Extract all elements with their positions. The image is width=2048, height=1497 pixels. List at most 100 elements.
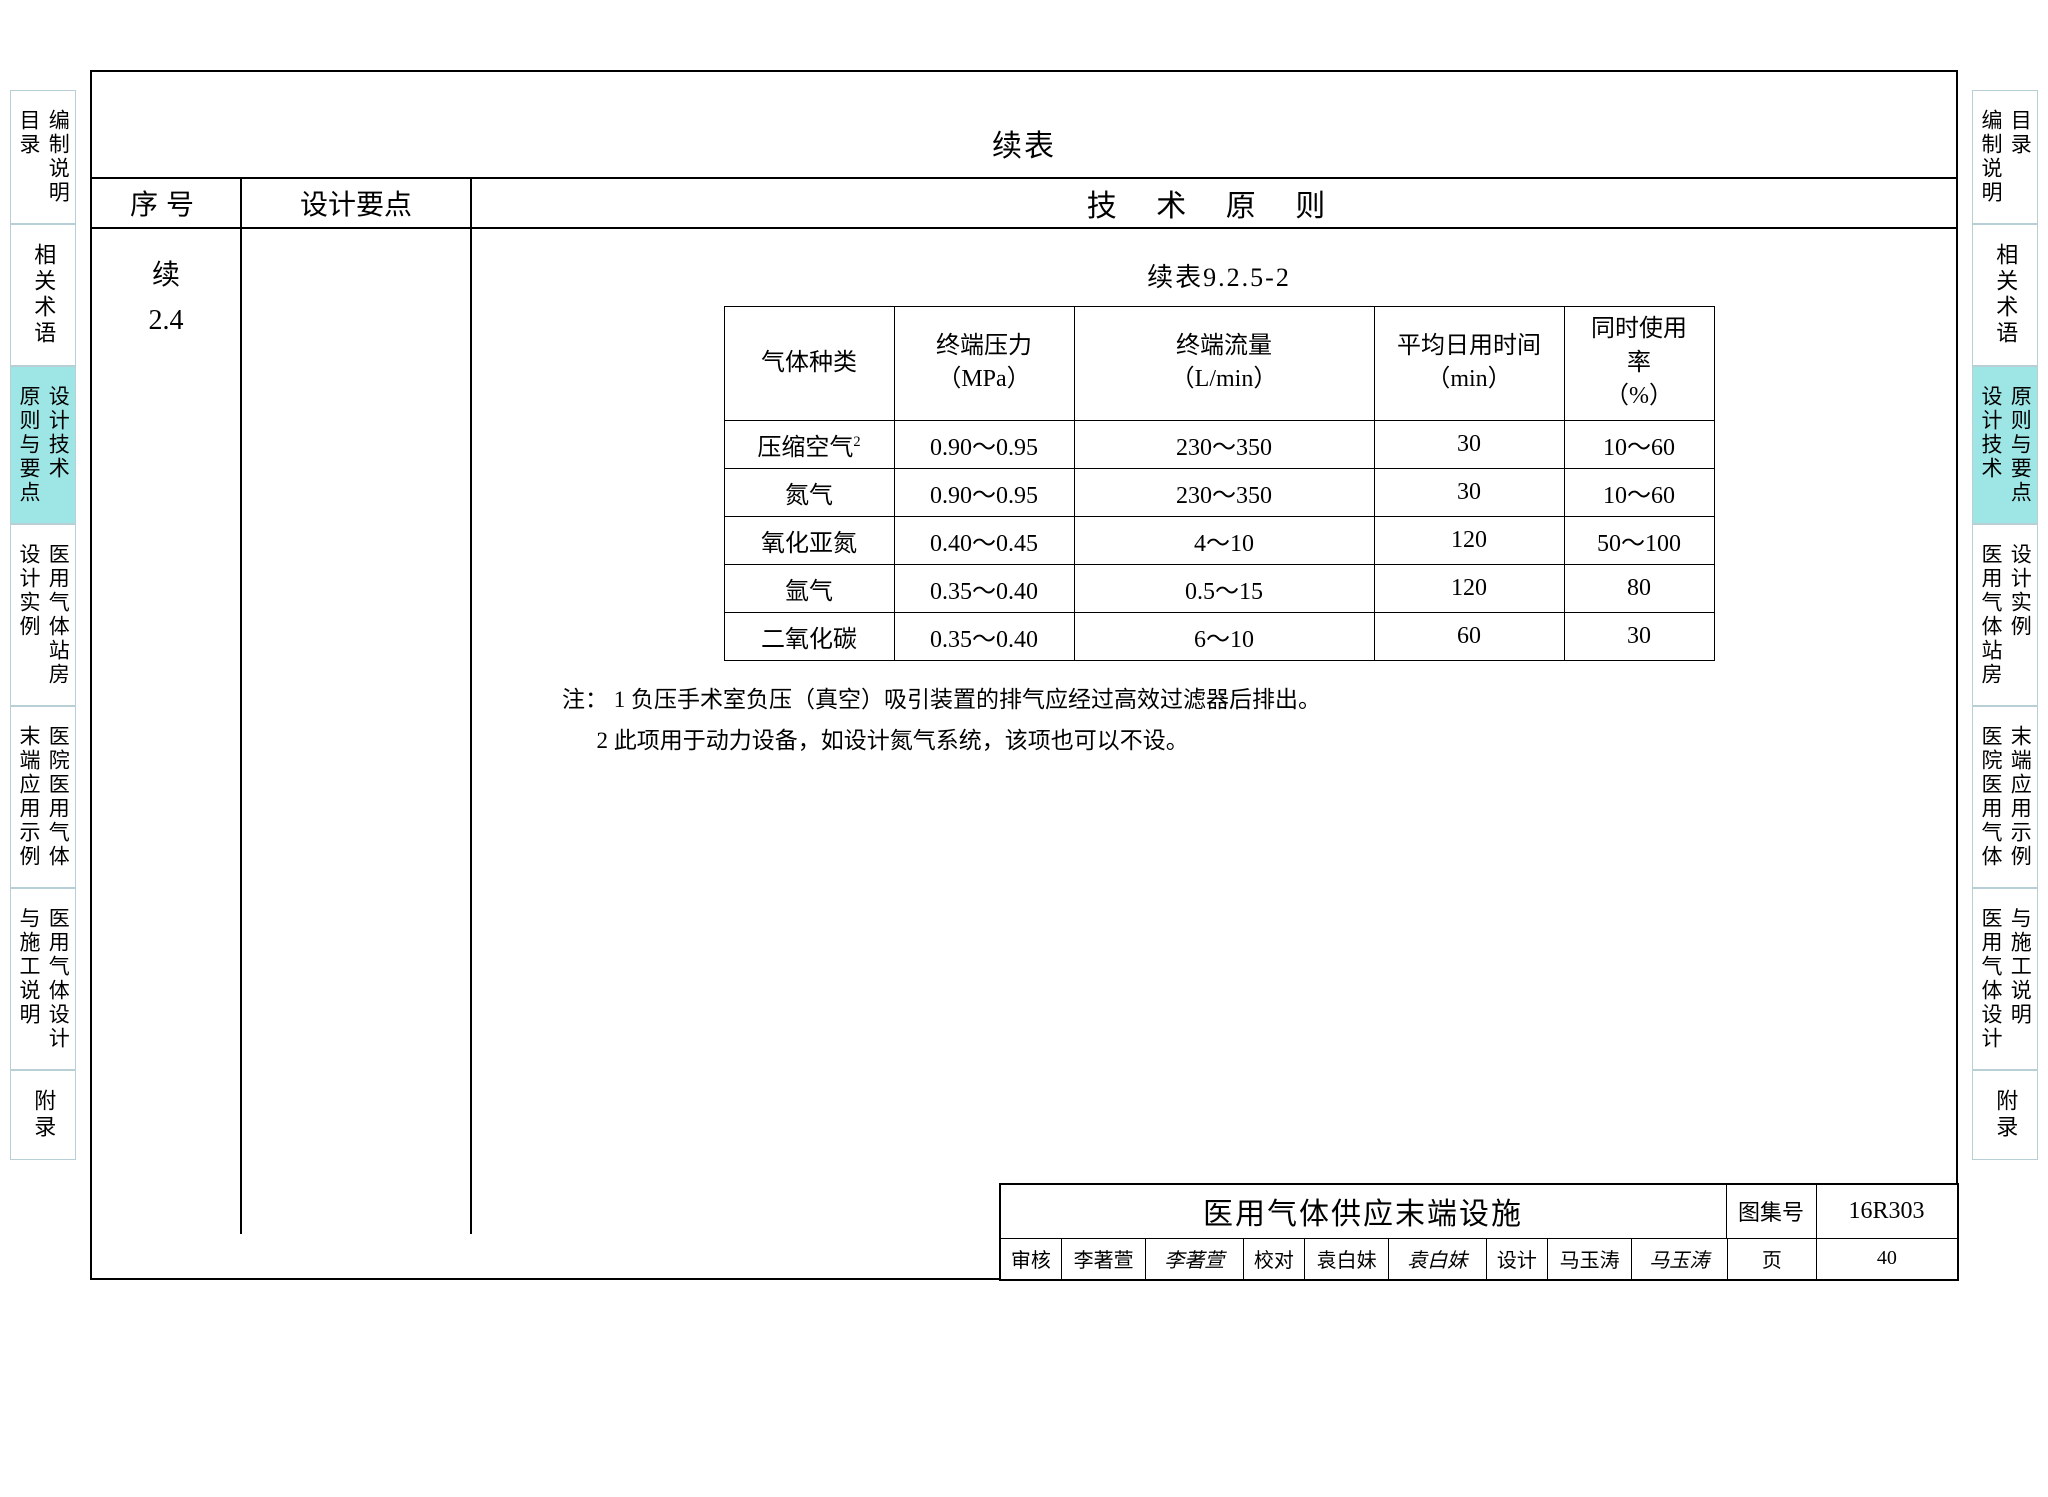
tab-label: 目录 <box>2006 109 2033 205</box>
tech-cell: 续表9.2.5-2 气体种类 终端压力 （MPa） 终端流量 （L/min） <box>472 229 1956 1234</box>
table-row: 氩气0.35～0.400.5～1512080 <box>724 564 1714 612</box>
cell-value: 230～350 <box>1074 420 1374 468</box>
tab-label: 与施工说明 <box>2006 907 2033 1051</box>
th-flow: 终端流量 （L/min） <box>1074 307 1374 421</box>
tab-label: 与施工说明 <box>15 907 42 1051</box>
tab-construction[interactable]: 医用气体设计 与施工说明 <box>1972 888 2038 1070</box>
table-row: 压缩空气20.90～0.95230～3503010～60 <box>724 420 1714 468</box>
right-tab-column: 编制说明 目录 相关术语 设计技术 原则与要点 医用气体站房 设计实例 医院医用… <box>1972 90 2038 1160</box>
cell-value: 10～60 <box>1564 468 1714 516</box>
tab-examples[interactable]: 设计实例 医用气体站房 <box>10 524 76 706</box>
tab-label: 设计实例 <box>2006 543 2033 687</box>
review-name: 李著萱 <box>1062 1239 1146 1279</box>
cell-gas-type: 氩气 <box>724 564 894 612</box>
cell-value: 30 <box>1374 468 1564 516</box>
cell-value: 0.35～0.40 <box>894 612 1074 660</box>
tab-toc[interactable]: 编制说明 目录 <box>1972 90 2038 224</box>
left-tab-column: 目录 编制说明 相关术语 原则与要点 设计技术 设计实例 医用气体站房 末端应用… <box>10 90 76 1160</box>
cell-value: 120 <box>1374 516 1564 564</box>
tab-terms[interactable]: 相关术语 <box>10 224 76 366</box>
tab-construction[interactable]: 与施工说明 医用气体设计 <box>10 888 76 1070</box>
design-label: 设计 <box>1487 1239 1549 1279</box>
cell-value: 80 <box>1564 564 1714 612</box>
table-header-row: 气体种类 终端压力 （MPa） 终端流量 （L/min） 平均日用时间 <box>724 307 1714 421</box>
tab-label: 相关术语 <box>1991 243 2020 347</box>
cell-value: 120 <box>1374 564 1564 612</box>
tab-label: 相关术语 <box>29 243 58 347</box>
tab-examples[interactable]: 医用气体站房 设计实例 <box>1972 524 2038 706</box>
th-pressure: 终端压力 （MPa） <box>894 307 1074 421</box>
points-cell <box>242 229 472 1234</box>
cell-gas-type: 压缩空气2 <box>724 420 894 468</box>
design-name: 马玉涛 <box>1548 1239 1632 1279</box>
cell-value: 0.5～15 <box>1074 564 1374 612</box>
col-points-header: 设计要点 <box>242 179 472 227</box>
tab-terminal[interactable]: 末端应用示例 医院医用气体 <box>10 706 76 888</box>
col-seq-header: 序号 <box>92 179 242 227</box>
col-tech-header: 技 术 原 则 <box>472 179 1956 227</box>
seq-cont-label: 续 <box>92 254 240 299</box>
tab-label: 设计技术 <box>44 385 71 505</box>
table-header: 序号 设计要点 技 术 原 则 <box>92 177 1956 229</box>
cell-value: 30 <box>1374 420 1564 468</box>
tab-label: 末端应用示例 <box>15 725 42 869</box>
title-block: 医用气体供应末端设施 图集号 16R303 审核 李著萱 李著萱 校对 袁白妹 … <box>999 1183 1959 1281</box>
tab-label: 医用气体站房 <box>44 543 71 687</box>
tab-label: 医用气体设计 <box>1977 907 2004 1051</box>
tab-terms[interactable]: 相关术语 <box>1972 224 2038 366</box>
note-2: 2 此项用于动力设备，如设计氮气系统，该项也可以不设。 <box>597 728 1189 753</box>
cell-gas-type: 二氧化碳 <box>724 612 894 660</box>
notes-label: 注： <box>562 687 608 712</box>
cell-value: 30 <box>1564 612 1714 660</box>
tab-appendix[interactable]: 附录 <box>1972 1070 2038 1160</box>
cell-value: 0.90～0.95 <box>894 468 1074 516</box>
page-title: 续表 <box>92 72 1956 177</box>
th-gas-type: 气体种类 <box>724 307 894 421</box>
th-usage: 同时使用率 （%） <box>1564 307 1714 421</box>
design-sign: 马玉涛 <box>1632 1239 1728 1279</box>
tab-label: 原则与要点 <box>2006 385 2033 505</box>
table-row: 二氧化碳0.35～0.406～106030 <box>724 612 1714 660</box>
cell-gas-type: 氧化亚氮 <box>724 516 894 564</box>
tab-principles[interactable]: 设计技术 原则与要点 <box>1972 366 2038 524</box>
cell-value: 60 <box>1374 612 1564 660</box>
cell-value: 230～350 <box>1074 468 1374 516</box>
review-sign: 李著萱 <box>1146 1239 1244 1279</box>
data-table: 气体种类 终端压力 （MPa） 终端流量 （L/min） 平均日用时间 <box>724 306 1715 661</box>
review-label: 审核 <box>1001 1239 1063 1279</box>
tab-label: 附录 <box>29 1089 58 1141</box>
check-label: 校对 <box>1244 1239 1306 1279</box>
cell-value: 0.40～0.45 <box>894 516 1074 564</box>
th-time: 平均日用时间 （min） <box>1374 307 1564 421</box>
atlas-number: 16R303 <box>1817 1185 1957 1238</box>
cell-value: 10～60 <box>1564 420 1714 468</box>
page: 目录 编制说明 相关术语 原则与要点 设计技术 设计实例 医用气体站房 末端应用… <box>0 0 2048 1497</box>
table-body: 续 2.4 续表9.2.5-2 气体种类 终端压力 （MPa） <box>92 229 1956 1234</box>
page-label: 页 <box>1728 1239 1818 1279</box>
cell-gas-type: 氮气 <box>724 468 894 516</box>
tab-label: 医用气体设计 <box>44 907 71 1051</box>
cell-value: 4～10 <box>1074 516 1374 564</box>
note-1: 1 负压手术室负压（真空）吸引装置的排气应经过高效过滤器后排出。 <box>614 687 1321 712</box>
table-row: 氧化亚氮0.40～0.454～1012050～100 <box>724 516 1714 564</box>
drawing-title: 医用气体供应末端设施 <box>1001 1185 1727 1238</box>
check-name: 袁白妹 <box>1305 1239 1389 1279</box>
tab-toc[interactable]: 目录 编制说明 <box>10 90 76 224</box>
seq-cell: 续 2.4 <box>92 229 242 1234</box>
tab-label: 设计实例 <box>15 543 42 687</box>
table-row: 氮气0.90～0.95230～3503010～60 <box>724 468 1714 516</box>
tab-label: 编制说明 <box>1977 109 2004 205</box>
tab-label: 目录 <box>15 109 42 205</box>
tab-label: 编制说明 <box>44 109 71 205</box>
cell-value: 0.90～0.95 <box>894 420 1074 468</box>
check-sign: 袁白妹 <box>1389 1239 1487 1279</box>
notes: 注： 1 负压手术室负压（真空）吸引装置的排气应经过高效过滤器后排出。 2 此项… <box>562 679 1906 762</box>
page-number: 40 <box>1817 1239 1956 1279</box>
tab-label: 原则与要点 <box>15 385 42 505</box>
tab-appendix[interactable]: 附录 <box>10 1070 76 1160</box>
tab-label: 医院医用气体 <box>1977 725 2004 869</box>
tab-terminal[interactable]: 医院医用气体 末端应用示例 <box>1972 706 2038 888</box>
tab-principles[interactable]: 原则与要点 设计技术 <box>10 366 76 524</box>
tab-label: 医院医用气体 <box>44 725 71 869</box>
cell-value: 6～10 <box>1074 612 1374 660</box>
